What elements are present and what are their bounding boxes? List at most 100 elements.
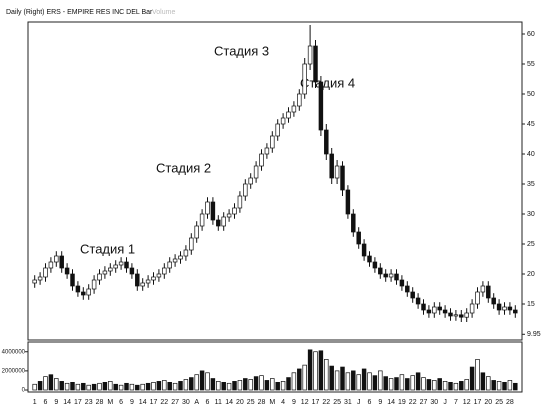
candle-body bbox=[118, 261, 124, 266]
volume-bar bbox=[178, 381, 183, 391]
volume-bar bbox=[210, 378, 216, 391]
x-tick-label: 20 bbox=[484, 399, 492, 406]
candle-body bbox=[97, 273, 102, 281]
volume-bar bbox=[86, 384, 91, 391]
candle-body bbox=[172, 258, 178, 263]
volume-bar bbox=[307, 349, 313, 391]
candle-body bbox=[248, 177, 253, 185]
candle-body bbox=[275, 123, 280, 137]
candle-body bbox=[259, 153, 264, 167]
x-tick-label: J bbox=[443, 399, 447, 406]
candle-body bbox=[507, 306, 513, 311]
volume-bar bbox=[199, 370, 205, 391]
volume-bar bbox=[162, 380, 167, 391]
y-tick-label: 40 bbox=[527, 151, 535, 158]
y-tick-label: 35 bbox=[527, 181, 535, 188]
candle-body bbox=[329, 153, 334, 179]
volume-bar bbox=[324, 359, 329, 391]
candle-body bbox=[286, 111, 291, 119]
x-tick-label: 28 bbox=[506, 399, 514, 406]
candle-body bbox=[86, 288, 91, 296]
y-tick-label: 2000000 bbox=[2, 368, 26, 374]
candle-body bbox=[183, 249, 189, 257]
volume-bar bbox=[118, 384, 124, 391]
volume-bar bbox=[205, 372, 210, 391]
candle-body bbox=[372, 261, 378, 269]
candle-body bbox=[475, 291, 480, 305]
x-tick-label: 22 bbox=[160, 399, 168, 406]
x-tick-label: 6 bbox=[44, 399, 48, 406]
x-tick-label: 11 bbox=[215, 399, 222, 406]
candle-body bbox=[367, 255, 372, 263]
x-tick-label: 17 bbox=[474, 399, 482, 406]
candle-body bbox=[91, 279, 97, 290]
candle-body bbox=[378, 267, 383, 275]
candle-body bbox=[264, 147, 270, 155]
price-panel bbox=[27, 21, 523, 341]
candle-body bbox=[270, 135, 275, 149]
volume-bar bbox=[507, 380, 513, 391]
volume-bar bbox=[145, 382, 151, 391]
volume-bar bbox=[297, 368, 302, 391]
volume-bar bbox=[54, 378, 59, 391]
x-tick-label: 1 bbox=[33, 399, 37, 406]
candle-body bbox=[194, 225, 199, 239]
volume-bar bbox=[81, 382, 86, 391]
annotation: Стадия 3 bbox=[214, 43, 269, 58]
volume-bar bbox=[302, 364, 307, 391]
x-tick-label: 14 bbox=[139, 399, 147, 406]
volume-bar bbox=[259, 375, 264, 391]
candle-body bbox=[486, 285, 491, 299]
candle-body bbox=[113, 264, 118, 269]
volume-bar bbox=[32, 383, 37, 391]
x-tick-label: 25 bbox=[333, 399, 341, 406]
candle-body bbox=[426, 309, 432, 314]
x-tick-label: A bbox=[194, 399, 199, 406]
y-tick-label: 15 bbox=[527, 301, 535, 308]
volume-bar bbox=[253, 376, 259, 391]
volume-bar bbox=[248, 379, 253, 391]
volume-bar bbox=[194, 374, 199, 391]
volume-bar bbox=[151, 381, 156, 391]
candle-body bbox=[302, 63, 307, 95]
volume-bar bbox=[221, 381, 226, 391]
candle-body bbox=[64, 267, 70, 275]
x-tick-label: 25 bbox=[495, 399, 503, 406]
candle-body bbox=[280, 117, 286, 125]
x-tick-label: 17 bbox=[74, 399, 82, 406]
volume-bar bbox=[232, 381, 237, 391]
x-tick-label: 30 bbox=[430, 399, 438, 406]
y-tick-label: 60 bbox=[527, 31, 535, 38]
candle-body bbox=[459, 314, 464, 318]
volume-bar bbox=[113, 383, 118, 391]
candle-body bbox=[415, 297, 421, 305]
volume-bar bbox=[394, 377, 399, 391]
candle-body bbox=[399, 279, 405, 287]
candle-body bbox=[388, 273, 394, 278]
candle-body bbox=[324, 129, 329, 155]
volume-bar bbox=[383, 376, 388, 391]
volume-bar bbox=[226, 382, 232, 391]
candle-body bbox=[405, 285, 410, 293]
volume-bar bbox=[291, 372, 297, 391]
x-tick-label: 27 bbox=[171, 399, 179, 406]
volume-bar bbox=[275, 381, 280, 391]
candle-body bbox=[156, 273, 162, 278]
volume-bar bbox=[378, 370, 383, 391]
volume-bar bbox=[243, 378, 248, 391]
x-tick-label: 9 bbox=[292, 399, 296, 406]
x-tick-label: 27 bbox=[420, 399, 428, 406]
x-tick-label: 30 bbox=[182, 399, 190, 406]
volume-bar bbox=[480, 372, 486, 391]
volume-bar bbox=[361, 368, 367, 391]
volume-bar bbox=[513, 382, 518, 391]
volume-bar bbox=[464, 379, 469, 391]
x-tick-label: 17 bbox=[150, 399, 158, 406]
x-tick-label: 14 bbox=[225, 399, 233, 406]
y-tick-label: 50 bbox=[527, 91, 535, 98]
candle-body bbox=[491, 297, 496, 305]
y-tick-label: 45 bbox=[527, 121, 535, 128]
candle-body bbox=[210, 201, 216, 221]
candle-body bbox=[59, 255, 64, 269]
y-tick-label: 4000000 bbox=[2, 349, 26, 355]
